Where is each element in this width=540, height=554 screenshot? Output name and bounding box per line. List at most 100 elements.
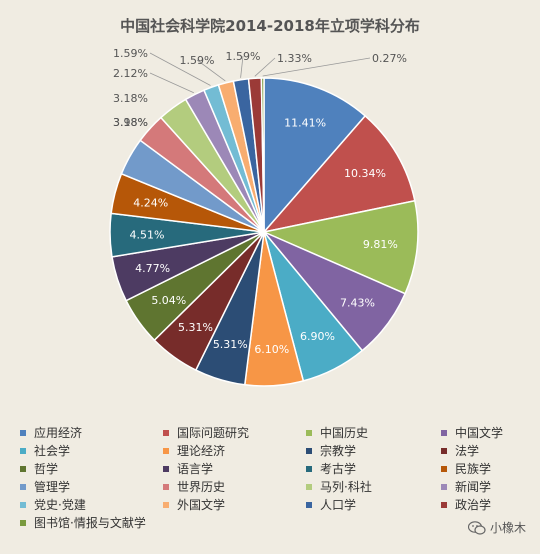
legend-swatch [20, 501, 26, 508]
leader-line [262, 57, 371, 77]
legend-label: 国际问题研究 [177, 426, 250, 440]
legend-item: 国际问题研究 [163, 424, 306, 441]
legend-swatch [163, 429, 169, 436]
legend-item: 新闻学 [441, 478, 540, 495]
data-label: 3.18% [113, 116, 148, 129]
data-label: 4.51% [130, 228, 165, 241]
legend-swatch [163, 465, 169, 472]
legend-item: 党史·党建 [20, 496, 163, 513]
data-label: 1.59% [180, 54, 215, 67]
wechat-icon [467, 520, 486, 535]
legend-item: 宗教学 [306, 442, 441, 459]
legend-label: 考古学 [320, 462, 357, 476]
data-label: 10.34% [344, 167, 386, 180]
leader-line [149, 72, 194, 94]
data-label: 4.77% [135, 262, 170, 275]
legend-item: 民族学 [441, 460, 540, 477]
legend-label: 中国历史 [320, 426, 369, 440]
pie-chart: 中国社会科学院2014-2018年立项学科分布 11.41% 10.34% 9.81… [109, 17, 420, 387]
legend-swatch [20, 429, 26, 436]
legend-item: 应用经济 [20, 424, 163, 441]
data-label: 7.43% [340, 296, 375, 309]
legend-swatch [306, 447, 312, 454]
watermark-text: 小橡木 [489, 521, 526, 535]
watermark: 小橡木 [467, 519, 526, 536]
legend-swatch [20, 447, 26, 454]
legend-swatch [441, 429, 447, 436]
data-label: 1.59% [226, 50, 261, 63]
data-labels: 11.41% 10.34% 9.81% 7.43% 6.90% 6.10% 5.31%5.3… [113, 47, 407, 356]
pie-slices [109, 77, 419, 387]
legend-swatch [20, 483, 26, 490]
legend-item: 中国文学 [441, 424, 540, 441]
data-label: 5.04% [151, 294, 186, 307]
legend-label: 新闻学 [455, 480, 492, 494]
legend-label: 中国文学 [455, 426, 504, 440]
legend-swatch [163, 501, 169, 508]
legend-item: 考古学 [306, 460, 441, 477]
legend-item: 理论经济 [163, 442, 306, 459]
data-label: 5.31% [213, 338, 248, 351]
data-label: 2.12% [113, 67, 148, 80]
legend-label: 语言学 [177, 462, 214, 476]
legend-label: 图书馆·情报与文献学 [34, 516, 146, 530]
pie-slice [260, 77, 265, 233]
data-label: 3.18% [113, 92, 148, 105]
legend-item: 马列·科社 [306, 478, 441, 495]
leader-line [196, 59, 226, 82]
legend-swatch [441, 483, 447, 490]
legend-swatch [20, 465, 26, 472]
legend-swatch [163, 483, 169, 490]
leader-line [149, 52, 211, 86]
legend-label: 民族学 [455, 462, 492, 476]
legend-label: 外国文学 [177, 498, 226, 512]
leader-line [254, 57, 276, 77]
data-label: 1.33% [277, 52, 312, 65]
legend-swatch [20, 519, 26, 526]
data-label: 0.27% [372, 52, 407, 65]
leader-line [240, 55, 244, 78]
legend-label: 应用经济 [34, 426, 83, 440]
legend-label: 世界历史 [177, 480, 226, 494]
legend-label: 理论经济 [177, 444, 226, 458]
legend-label: 马列·科社 [320, 480, 372, 494]
data-label: 4.24% [133, 197, 168, 210]
data-label: 5.31% [178, 321, 213, 334]
legend-label: 宗教学 [320, 444, 357, 458]
legend-label: 法学 [455, 444, 480, 458]
legend-swatch [163, 447, 169, 454]
legend-swatch [306, 483, 312, 490]
legend-swatch [441, 447, 447, 454]
legend-item: 人口学 [306, 496, 441, 513]
data-label: 9.81% [363, 238, 398, 251]
legend-item: 世界历史 [163, 478, 306, 495]
data-label: 6.10% [254, 343, 289, 356]
legend-swatch [441, 465, 447, 472]
legend-swatch [441, 501, 447, 508]
leader-lines [149, 52, 371, 94]
legend-item: 图书馆·情报与文献学 [20, 514, 163, 531]
legend-swatch [306, 501, 312, 508]
legend-label: 党史·党建 [34, 498, 86, 512]
chart-title: 中国社会科学院2014-2018年立项学科分布 [120, 17, 420, 35]
legend-item: 外国文学 [163, 496, 306, 513]
legend-label: 人口学 [320, 498, 357, 512]
data-label: 1.59% [113, 47, 148, 60]
pie-slice [261, 114, 416, 234]
pie-slice [263, 77, 367, 235]
legend-item: 政治学 [441, 496, 540, 513]
legend-item: 法学 [441, 442, 540, 459]
legend-item: 管理学 [20, 478, 163, 495]
legend-label: 社会学 [34, 444, 71, 458]
legend-item: 社会学 [20, 442, 163, 459]
legend-swatch [306, 465, 312, 472]
legend-label: 管理学 [34, 480, 71, 494]
pie-slice [261, 199, 419, 295]
legend-label: 政治学 [455, 498, 492, 512]
legend: 应用经济 国际问题研究 中国历史 中国文学 社会学 理论经济 宗教学 法学 哲学 语言学 考古学 民族… [20, 424, 540, 531]
legend-item: 语言学 [163, 460, 306, 477]
legend-swatch [306, 429, 312, 436]
data-label: 6.90% [300, 330, 335, 343]
data-label: 11.41% [284, 116, 326, 129]
legend-item: 中国历史 [306, 424, 441, 441]
